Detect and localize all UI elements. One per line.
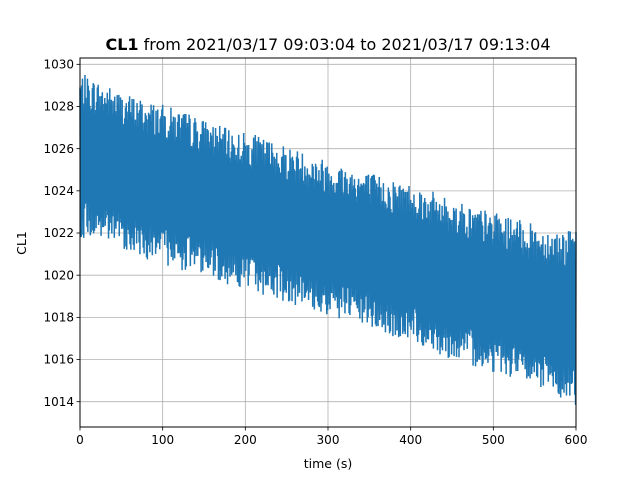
y-axis-label: CL1 <box>14 231 29 255</box>
series-cl1 <box>79 75 577 405</box>
y-tick-label: 1020 <box>43 268 74 282</box>
y-axis: 1014 1016 1018 1020 1022 1024 1026 1028 1030 <box>43 58 80 409</box>
y-tick-label: 1022 <box>43 226 74 240</box>
series-line-0 <box>79 75 577 405</box>
x-tick-label: 400 <box>399 433 422 447</box>
y-tick-label: 1014 <box>43 395 74 409</box>
x-tick-label: 200 <box>234 433 257 447</box>
x-tick-label: 500 <box>482 433 505 447</box>
x-axis: 0 100 200 300 400 500 600 <box>76 427 587 447</box>
y-tick-label: 1030 <box>43 58 74 72</box>
x-tick-label: 600 <box>565 433 588 447</box>
chart-title: CL1 from 2021/03/17 09:03:04 to 2021/03/… <box>105 35 550 54</box>
x-tick-label: 0 <box>76 433 84 447</box>
y-tick-label: 1016 <box>43 353 74 367</box>
x-tick-label: 300 <box>317 433 340 447</box>
y-tick-label: 1028 <box>43 100 74 114</box>
title-bold-part: CL1 <box>105 35 138 54</box>
y-tick-label: 1026 <box>43 142 74 156</box>
x-tick-label: 100 <box>151 433 174 447</box>
y-tick-label: 1018 <box>43 311 74 325</box>
title-rest-part: from 2021/03/17 09:03:04 to 2021/03/17 0… <box>139 35 551 54</box>
y-tick-label: 1024 <box>43 184 74 198</box>
x-axis-label: time (s) <box>304 456 352 471</box>
